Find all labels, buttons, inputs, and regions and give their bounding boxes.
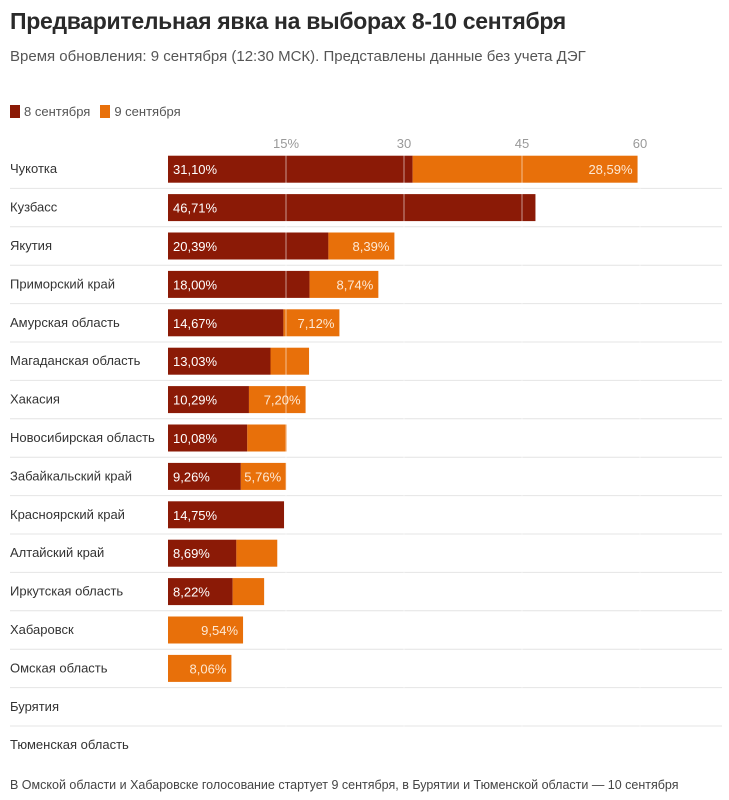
data-label: 9,54%	[201, 623, 238, 638]
data-label: 8,06%	[190, 661, 227, 676]
legend-label-sep8: 8 сентября	[24, 104, 91, 119]
data-label: 5,76%	[244, 469, 281, 484]
x-tick-label: 30	[397, 136, 411, 151]
bar-segment-sep9	[412, 155, 638, 183]
data-label: 46,71%	[173, 201, 218, 216]
legend-label-sep9: 9 сентября	[114, 104, 181, 119]
data-label: 7,12%	[298, 316, 335, 331]
category-label: Омская область	[10, 660, 108, 675]
legend-item-sep8: 8 сентября	[10, 104, 90, 119]
bar-segment-sep8	[168, 194, 536, 222]
category-label: Кузбасс	[10, 200, 58, 215]
bar-segment-sep9	[236, 539, 278, 567]
bar-segment-sep9	[248, 386, 306, 414]
category-label: Якутия	[10, 238, 52, 253]
data-label: 8,39%	[353, 239, 390, 254]
category-label: Приморский край	[10, 276, 115, 291]
bar-segment-sep8	[168, 232, 329, 260]
bar-segment-sep8	[168, 155, 413, 183]
category-label: Алтайский край	[10, 545, 104, 560]
data-label: 10,29%	[173, 393, 218, 408]
bar-segment-sep9	[283, 309, 340, 337]
data-label: 8,22%	[173, 585, 210, 600]
legend: 8 сентября 9 сентября	[10, 104, 181, 119]
data-label: 28,59%	[588, 162, 633, 177]
data-label: 8,69%	[173, 546, 210, 561]
bar-segment-sep9	[247, 424, 287, 452]
legend-item-sep9: 9 сентября	[100, 104, 181, 119]
bar-segment-sep8	[168, 539, 237, 567]
bar-segment-sep9	[232, 578, 265, 606]
chart-subtitle: Время обновления: 9 сентября (12:30 МСК)…	[10, 48, 586, 65]
category-label: Хакасия	[10, 392, 60, 407]
data-label: 20,39%	[173, 239, 218, 254]
category-label: Тюменская область	[10, 737, 129, 752]
category-label: Хабаровск	[10, 622, 74, 637]
bar-segment-sep8	[168, 424, 248, 452]
data-label: 18,00%	[173, 277, 218, 292]
bar-segment-sep8	[168, 309, 284, 337]
footnote: В Омской области и Хабаровске голосовани…	[10, 778, 679, 792]
category-label: Магаданская область	[10, 353, 141, 368]
bar-segment-sep8	[168, 501, 285, 529]
bar-segment-sep9	[270, 347, 310, 375]
category-label: Чукотка	[10, 161, 58, 176]
data-label: 31,10%	[173, 162, 218, 177]
legend-swatch-sep8	[10, 105, 20, 118]
data-label: 7,20%	[264, 393, 301, 408]
x-tick-label: 15%	[273, 136, 299, 151]
data-label: 10,08%	[173, 431, 218, 446]
data-label: 14,75%	[173, 508, 218, 523]
bar-segment-sep8	[168, 386, 249, 414]
category-label: Бурятия	[10, 699, 59, 714]
category-label: Иркутская область	[10, 584, 123, 599]
data-label: 14,67%	[173, 316, 218, 331]
bar-segment-sep9	[309, 270, 379, 298]
chart-title: Предварительная явка на выборах 8-10 сен…	[10, 8, 566, 34]
bar-segment-sep8	[168, 578, 233, 606]
category-label: Красноярский край	[10, 507, 125, 522]
bar-segment-sep8	[168, 462, 241, 490]
data-label: 8,74%	[336, 277, 373, 292]
x-tick-label: 60	[633, 136, 647, 151]
category-label: Амурская область	[10, 315, 120, 330]
legend-swatch-sep9	[100, 105, 111, 118]
category-label: Новосибирская область	[10, 430, 155, 445]
bar-segment-sep8	[168, 347, 271, 375]
bar-segment-sep9	[240, 462, 287, 490]
data-label: 9,26%	[173, 469, 210, 484]
bar-segment-sep9	[328, 232, 395, 260]
data-label: 13,03%	[173, 354, 218, 369]
bar-segment-sep9	[168, 616, 244, 644]
category-label: Забайкальский край	[10, 468, 132, 483]
x-tick-label: 45	[515, 136, 529, 151]
bar-segment-sep9	[168, 654, 232, 682]
